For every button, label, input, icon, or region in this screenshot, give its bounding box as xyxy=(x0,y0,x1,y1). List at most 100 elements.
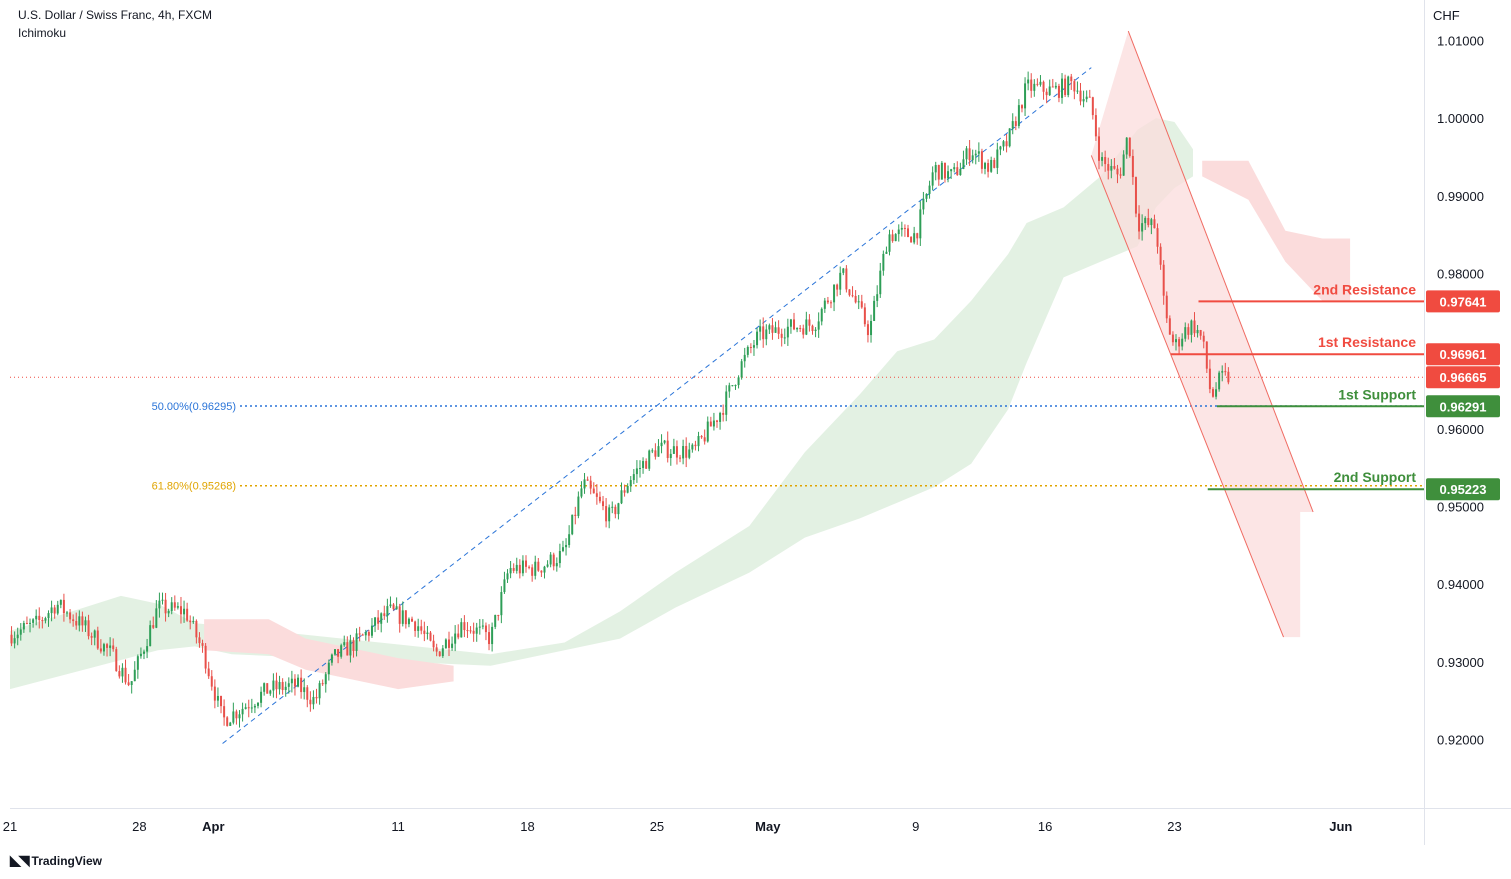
candle-body xyxy=(130,681,133,686)
candle-body xyxy=(260,691,263,703)
candle-body xyxy=(247,707,250,709)
candle-body xyxy=(500,592,503,616)
candle-body xyxy=(1138,213,1141,232)
candle-body xyxy=(660,442,663,447)
candle-body xyxy=(571,514,574,535)
candle-body xyxy=(521,560,524,574)
candle-body xyxy=(996,149,999,168)
candle-body xyxy=(752,345,755,348)
x-tick-label: 25 xyxy=(650,819,664,834)
candle-body xyxy=(189,620,192,623)
candle-body xyxy=(771,325,774,333)
candle-body xyxy=(266,683,269,694)
candle-body xyxy=(737,377,740,386)
ichimoku-cloud-bullish xyxy=(10,118,1193,690)
candle-body xyxy=(617,503,620,515)
candle-body xyxy=(220,695,223,707)
candle-body xyxy=(167,610,170,614)
candle-body xyxy=(457,633,460,638)
candle-body xyxy=(494,615,497,627)
candle-body xyxy=(580,488,583,497)
tradingview-logo-icon: ◣◥ xyxy=(10,852,29,868)
candle-body xyxy=(297,677,300,687)
candle-body xyxy=(417,626,420,631)
candle-body xyxy=(561,547,564,552)
candle-body xyxy=(340,645,343,657)
candle-body xyxy=(990,159,993,172)
candle-body xyxy=(953,167,956,170)
candle-body xyxy=(484,625,487,633)
candle-body xyxy=(694,444,697,447)
candle-body xyxy=(414,621,417,631)
candle-body xyxy=(605,506,608,522)
candle-body xyxy=(950,169,953,172)
candle-body xyxy=(873,300,876,321)
candle-body xyxy=(1116,168,1119,175)
candle-body xyxy=(845,268,848,290)
candle-body xyxy=(65,612,68,614)
candle-body xyxy=(275,680,278,690)
x-tick-label: 18 xyxy=(520,819,534,834)
candle-body xyxy=(69,612,72,620)
candle-body xyxy=(309,699,312,705)
candle-body xyxy=(826,300,829,303)
candle-body xyxy=(1181,338,1184,347)
candle-body xyxy=(44,618,47,621)
candle-body xyxy=(1017,105,1020,126)
candle-body xyxy=(47,613,50,619)
candle-body xyxy=(820,308,823,322)
candle-body xyxy=(913,233,916,243)
level-name-support: 1st Support xyxy=(1338,386,1416,402)
price-badge-support: 0.96291 xyxy=(1426,395,1500,418)
candle-body xyxy=(1215,389,1218,397)
ichimoku-cloud-bearish-early xyxy=(204,619,454,690)
candle-body xyxy=(1073,81,1076,92)
candle-body xyxy=(278,682,281,690)
candle-body xyxy=(1221,371,1224,373)
candle-body xyxy=(367,631,370,636)
candle-body xyxy=(1094,115,1097,137)
candle-body xyxy=(330,654,333,663)
candle-body xyxy=(672,446,675,454)
candle-body xyxy=(472,630,475,634)
y-tick-label: 0.93000 xyxy=(1437,655,1484,670)
candle-body xyxy=(475,627,478,634)
tradingview-brand[interactable]: ◣◥ TradingView xyxy=(10,852,102,869)
candle-body xyxy=(90,636,93,638)
candle-body xyxy=(928,185,931,194)
candle-body xyxy=(1051,86,1054,88)
candle-body xyxy=(814,329,817,331)
candle-body xyxy=(648,450,651,469)
candle-body xyxy=(882,253,885,271)
candle-body xyxy=(102,644,105,652)
candle-body xyxy=(346,642,349,656)
candle-body xyxy=(1036,83,1039,85)
candle-body xyxy=(987,163,990,172)
candle-body xyxy=(546,564,549,567)
candle-body xyxy=(56,604,59,614)
candle-body xyxy=(762,326,765,340)
candle-body xyxy=(534,561,537,576)
candle-body xyxy=(1208,368,1211,390)
candle-body xyxy=(774,327,777,333)
candle-body xyxy=(300,677,303,693)
candle-body xyxy=(910,236,913,243)
ichimoku-cloud-bearish-late xyxy=(1202,160,1351,301)
candle-body xyxy=(728,385,731,392)
candle-body xyxy=(891,234,894,242)
candle-body xyxy=(1079,90,1082,102)
candle-body xyxy=(857,301,860,303)
candle-body xyxy=(669,453,672,459)
candle-body xyxy=(851,295,854,297)
x-tick-label: 23 xyxy=(1167,819,1181,834)
x-tick-label: Jun xyxy=(1329,819,1352,834)
candle-body xyxy=(1218,372,1221,390)
level-name-resistance: 2nd Resistance xyxy=(1313,281,1416,297)
candle-body xyxy=(558,551,561,564)
channel-lower-line xyxy=(1090,155,1284,638)
candle-body xyxy=(386,606,389,616)
candle-body xyxy=(454,633,457,644)
candle-body xyxy=(62,599,65,614)
candle-body xyxy=(173,602,176,608)
